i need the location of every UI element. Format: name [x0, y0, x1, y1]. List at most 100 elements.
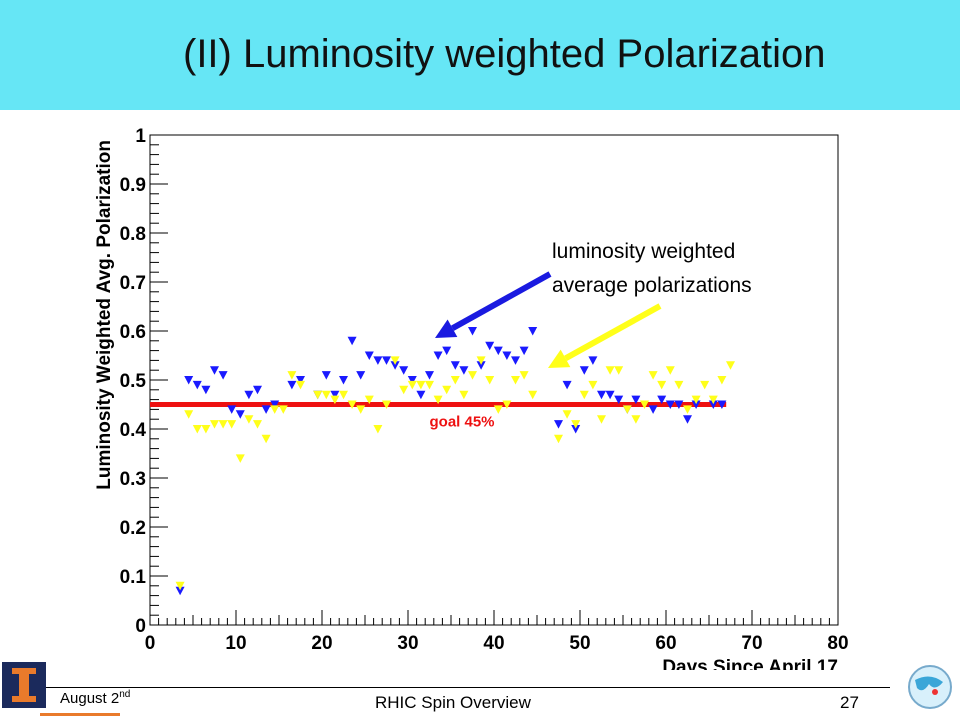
yellow-series-point — [640, 400, 649, 409]
annotation-line1: luminosity weighted — [552, 240, 735, 263]
footer-accent-line — [40, 713, 120, 716]
yellow-series-point — [674, 380, 684, 390]
yellow-series-point — [562, 410, 572, 419]
y-tick-label: 0.6 — [120, 322, 146, 343]
blue-series-point — [321, 371, 331, 380]
blue-series-point — [201, 385, 211, 395]
x-tick-label: 70 — [741, 633, 762, 654]
y-tick-label: 0.9 — [120, 175, 146, 196]
yellow-series-point — [726, 361, 735, 370]
blue-series-point — [425, 371, 434, 380]
yellow-series-point — [717, 376, 727, 385]
blue-series-point — [588, 356, 598, 365]
yellow-series-point — [665, 366, 675, 375]
blue-series-point — [562, 380, 572, 390]
polarization-scatter-chart: 00.10.20.30.40.50.60.70.80.910 10 20 30 40 50… — [94, 126, 849, 670]
y-tick-label: 0.4 — [120, 420, 147, 441]
blue-series-point — [648, 405, 658, 414]
page-number: 27 — [840, 693, 859, 712]
y-axis-label: Luminosity Weighted Avg. Polarization — [94, 140, 115, 490]
yellow-series-point — [588, 380, 598, 390]
yellow-series-point — [339, 390, 348, 400]
yellow-series-point — [218, 420, 228, 429]
yellow-series-point — [597, 415, 606, 424]
blue-series-point — [356, 371, 366, 380]
blue-series-point — [468, 327, 477, 336]
x-tick-label: 50 — [569, 633, 590, 654]
yellow-series-point — [192, 425, 202, 434]
blue-series-point — [382, 356, 391, 365]
y-tick-label: 0.1 — [120, 567, 147, 588]
yellow-series-point — [296, 380, 305, 390]
yellow-series-point — [425, 380, 434, 390]
blue-arrow-head — [435, 319, 458, 338]
yellow-series-point — [528, 390, 538, 400]
blue-series-point — [192, 380, 202, 390]
blue-series-point — [493, 346, 503, 356]
blue-series-point — [339, 376, 348, 385]
yellow-series-point — [416, 380, 426, 390]
blue-series-point — [227, 405, 237, 414]
footer-title: RHIC Spin Overview — [375, 693, 531, 712]
yellow-series-point — [450, 376, 460, 385]
y-tick-label: 0.2 — [120, 518, 146, 539]
yellow-series-point — [364, 395, 374, 405]
blue-series-point — [717, 400, 727, 409]
blue-series-point — [519, 346, 529, 356]
y-tick-label: 0.5 — [120, 371, 147, 392]
yellow-series-point — [244, 415, 254, 424]
lab-logo-icon — [908, 665, 952, 709]
yellow-series-point — [476, 356, 486, 365]
yellow-series-point — [700, 380, 710, 390]
yellow-series-point — [261, 434, 271, 444]
yellow-series-point — [373, 425, 383, 434]
blue-series-point — [364, 351, 374, 360]
blue-series-point — [665, 400, 675, 409]
yellow-series-point — [605, 366, 615, 375]
x-tick-label: 20 — [311, 633, 332, 654]
blue-series-point — [605, 390, 615, 400]
yellow-series-point — [493, 405, 503, 414]
x-tick-label: 40 — [483, 633, 504, 654]
blue-series-point — [579, 366, 589, 375]
blue-series-point — [502, 351, 512, 360]
yellow-series-point — [691, 395, 701, 405]
blue-series-point — [347, 336, 357, 346]
footer-date-main: August 2 — [60, 690, 120, 707]
yellow-series-point — [511, 376, 520, 385]
blue-series-point — [253, 385, 262, 395]
blue-series-point — [571, 425, 581, 434]
blue-series-point — [270, 400, 280, 409]
blue-series-point — [261, 405, 271, 414]
blue-arrow-shaft — [451, 271, 552, 331]
yellow-series-point — [433, 395, 443, 405]
yellow-series-point — [519, 371, 529, 380]
yellow-series-point — [708, 395, 718, 405]
yellow-series-point — [330, 395, 340, 405]
yellow-series-point — [253, 420, 262, 429]
yellow-series-point — [347, 400, 357, 409]
goal-label: goal 45% — [430, 414, 495, 431]
university-logo-icon — [2, 662, 46, 708]
yellow-series-point — [442, 385, 452, 395]
yellow-series-point — [201, 425, 211, 434]
yellow-series-point — [210, 420, 219, 429]
y-tick-label: 0.7 — [120, 273, 146, 294]
yellow-series-point — [270, 405, 280, 414]
blue-series-point — [476, 361, 486, 370]
blue-series-point — [373, 356, 383, 365]
blue-series-point — [597, 390, 606, 400]
y-tick-label: 0 — [135, 616, 146, 637]
blue-series-point — [433, 351, 443, 360]
yellow-series-point — [313, 390, 323, 400]
yellow-series-point — [579, 390, 589, 400]
y-tick-label: 1 — [135, 126, 146, 147]
yellow-series-point — [554, 434, 563, 444]
yellow-series-point — [459, 390, 469, 400]
yellow-series-point — [614, 366, 624, 375]
blue-series-point — [399, 366, 409, 375]
yellow-series-point — [502, 400, 512, 409]
blue-series-point — [184, 376, 194, 385]
plot-frame — [149, 134, 839, 626]
blue-series-point — [235, 410, 245, 419]
